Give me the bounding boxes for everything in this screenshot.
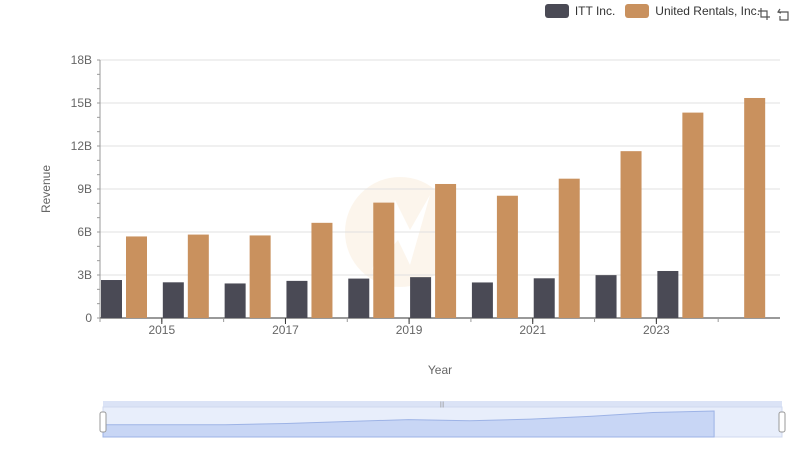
bar xyxy=(286,280,308,318)
zoom-glyph xyxy=(758,8,770,20)
bar xyxy=(595,275,617,318)
zoom-handle-left[interactable] xyxy=(99,411,107,433)
y-tick-label: 3B xyxy=(77,268,92,282)
x-tick-label: 2017 xyxy=(272,323,299,337)
y-tick-label: 18B xyxy=(71,53,92,67)
legend-swatch xyxy=(625,4,650,18)
toolbox xyxy=(756,6,792,22)
bar xyxy=(126,236,147,318)
y-tick-label: 15B xyxy=(71,96,92,110)
legend-swatch xyxy=(544,4,569,18)
x-tick-label: 2015 xyxy=(148,323,175,337)
bar xyxy=(224,283,246,318)
bar xyxy=(311,222,333,318)
x-axis-title: Year xyxy=(428,363,452,377)
bar xyxy=(496,195,518,318)
bar xyxy=(682,112,704,318)
y-tick-label: 12B xyxy=(71,139,92,153)
zoom-slider-preview xyxy=(102,410,715,438)
restore-icon[interactable] xyxy=(776,6,792,22)
y-tick-label: 0 xyxy=(85,311,92,325)
restore-glyph xyxy=(777,8,789,21)
legend-item[interactable]: ITT Inc. xyxy=(544,4,616,18)
y-tick-label: 6B xyxy=(77,225,92,239)
legend: ITT Inc. United Rentals, Inc. xyxy=(544,4,760,18)
zoom-icon[interactable] xyxy=(756,6,772,22)
bar xyxy=(744,97,766,318)
bar xyxy=(101,280,122,318)
x-tick-label: 2021 xyxy=(519,323,546,337)
bar xyxy=(558,178,580,318)
bar xyxy=(187,234,209,318)
bar xyxy=(348,278,370,318)
bar xyxy=(533,278,555,318)
bar xyxy=(435,183,457,318)
legend-label: United Rentals, Inc. xyxy=(655,4,760,18)
x-tick-label: 2023 xyxy=(643,323,670,337)
zoom-grip-icon: ||| xyxy=(440,402,445,408)
bar xyxy=(657,270,679,318)
y-tick-label: 9B xyxy=(77,182,92,196)
bar xyxy=(471,282,493,318)
y-axis-title: Revenue xyxy=(39,165,53,213)
legend-item[interactable]: United Rentals, Inc. xyxy=(625,4,760,18)
zoom-slider-handle-bar xyxy=(103,401,782,407)
x-tick-label: 2019 xyxy=(396,323,423,337)
zoom-handle-right[interactable] xyxy=(778,411,786,433)
bar xyxy=(373,202,395,318)
legend-label: ITT Inc. xyxy=(574,4,616,18)
bar xyxy=(249,235,271,318)
bar xyxy=(620,151,642,318)
bar xyxy=(410,277,432,318)
bar xyxy=(162,282,184,318)
